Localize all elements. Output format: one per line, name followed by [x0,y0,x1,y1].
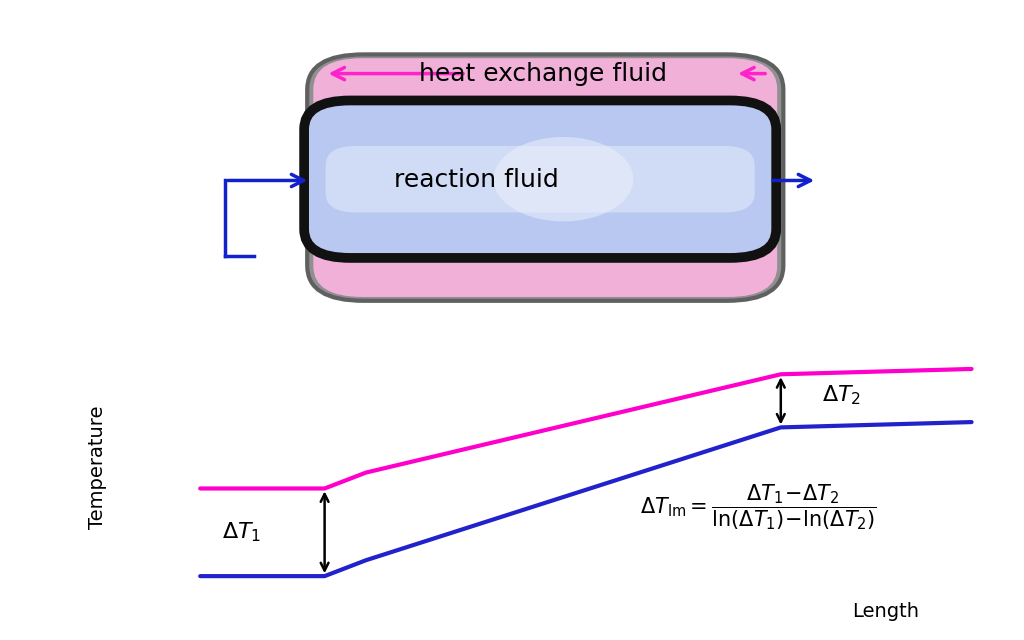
Text: $\Delta T_2$: $\Delta T_2$ [822,384,861,407]
FancyBboxPatch shape [307,54,783,301]
Text: heat exchange fluid: heat exchange fluid [419,61,667,86]
Text: Temperature: Temperature [88,406,106,529]
Ellipse shape [494,137,633,221]
Text: $\Delta T_{\rm lm}$$=\dfrac{\Delta T_1\!-\!\Delta T_2}{\ln(\Delta T_1)\!-\!\ln(\: $\Delta T_{\rm lm}$$=\dfrac{\Delta T_1\!… [640,482,877,532]
FancyBboxPatch shape [313,58,777,297]
Text: reaction fluid: reaction fluid [394,168,559,193]
Text: $\Delta T_1$: $\Delta T_1$ [222,520,261,544]
Text: Length: Length [852,602,920,621]
FancyBboxPatch shape [326,146,755,212]
FancyBboxPatch shape [304,100,776,258]
